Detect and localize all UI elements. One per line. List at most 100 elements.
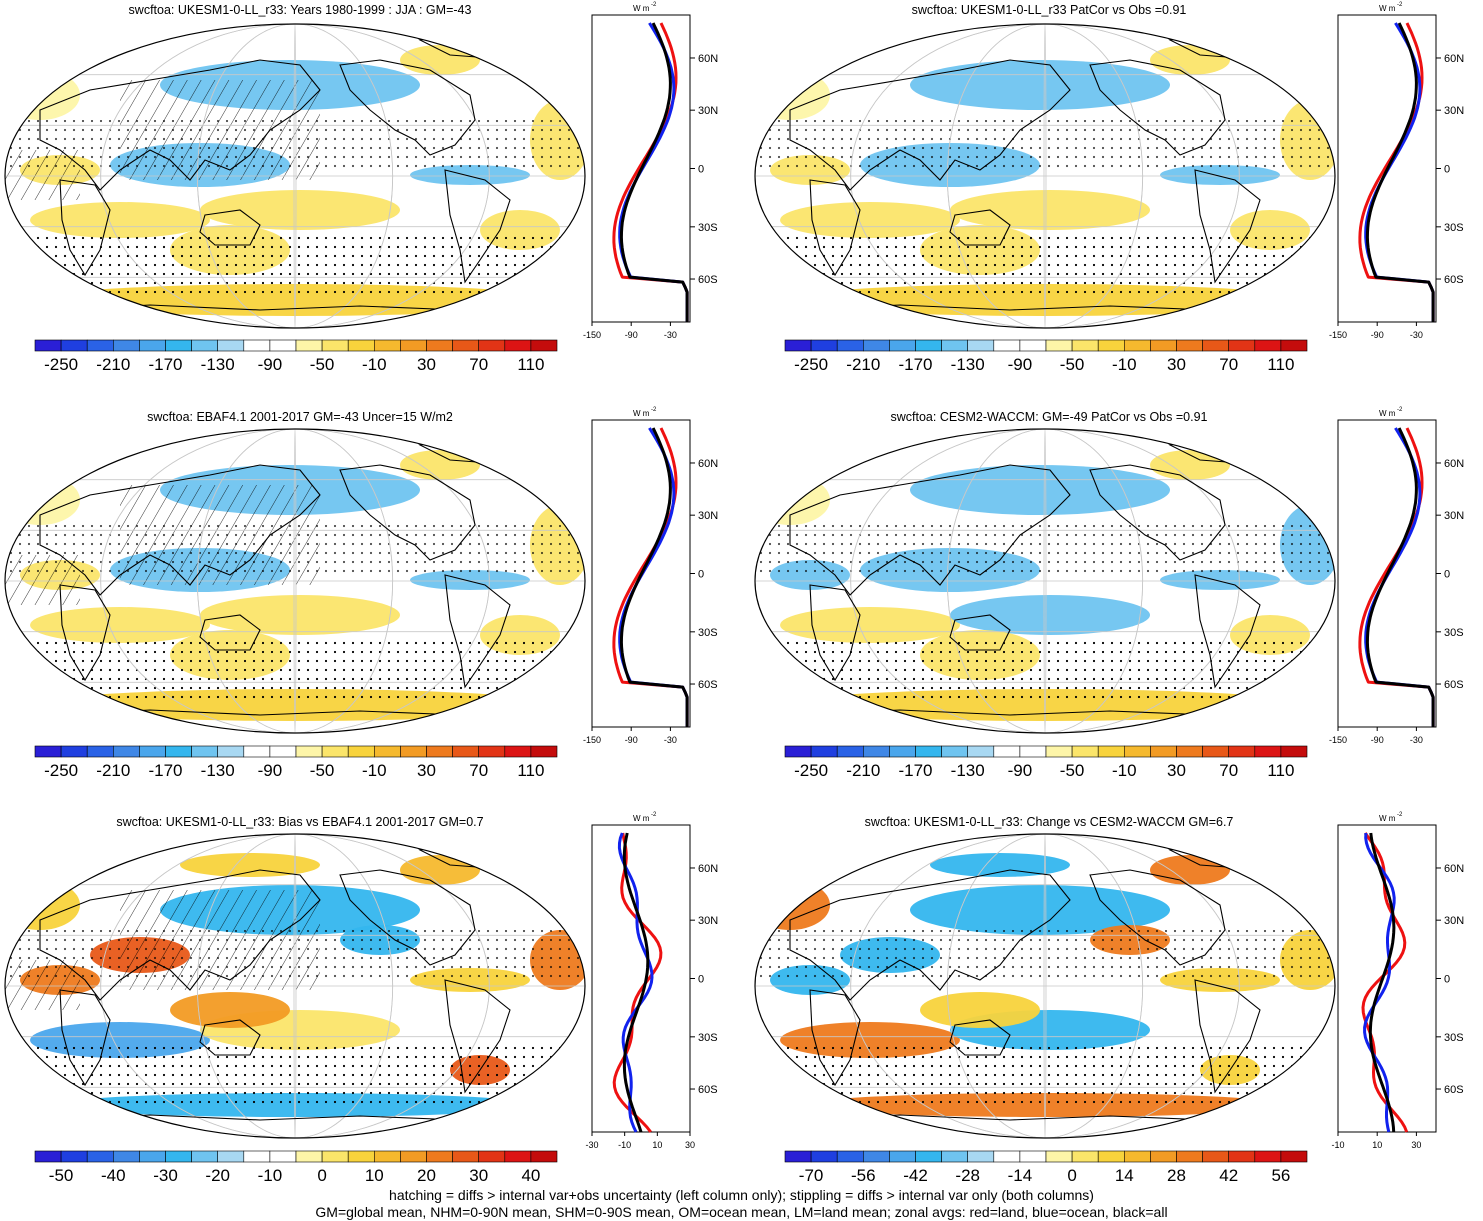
colorbar-swatch [810, 745, 838, 758]
colorbar-swatch [60, 1150, 88, 1163]
coastline [39, 869, 321, 1001]
coastline [1089, 869, 1226, 966]
colorbar-swatch [60, 745, 88, 758]
panel-title-6: swcftoa: UKESM1-0-LL_r33: Change vs CESM… [864, 815, 1234, 829]
colorbar-label: -50 [1060, 355, 1085, 374]
colorbar-swatch [993, 339, 1021, 352]
colorbar-label: -50 [310, 761, 335, 780]
colorbar-swatch [347, 339, 375, 352]
colorbar-label: -40 [101, 1166, 126, 1185]
colorbar-label: 40 [521, 1166, 540, 1185]
colorbar-label: 110 [517, 355, 544, 374]
colorbar-label: 110 [517, 761, 544, 780]
graticule-meridian [100, 24, 490, 328]
colorbar-swatch [295, 745, 323, 758]
graticule-meridian [850, 834, 1240, 1138]
colorbar-swatch [321, 1150, 349, 1163]
field-region [950, 190, 1150, 230]
field-region [910, 60, 1170, 110]
colorbar-label: -210 [96, 355, 130, 374]
colorbar-swatch [165, 1150, 192, 1163]
coastline [809, 989, 861, 1087]
colorbar-swatch [530, 339, 558, 352]
zonal-unit-label: W m [1379, 814, 1396, 823]
coastline [1194, 979, 1261, 1094]
zonal-ytick-label: 30N [698, 510, 718, 522]
field-region [910, 465, 1170, 515]
colorbar-4: -250 -210 -170 -130 -90 -50 -10 30 70 110 150 [784, 745, 1320, 780]
colorbar-swatch [243, 339, 271, 352]
colorbar-swatch [426, 339, 453, 352]
zonal-ytick-label: 30S [1444, 1032, 1464, 1044]
graticule-meridian [100, 834, 490, 1138]
colorbar-label: -30 [153, 1166, 178, 1185]
colorbar-swatch [1123, 339, 1151, 352]
colorbar-swatch [941, 1150, 969, 1163]
colorbar-label: -90 [1008, 761, 1033, 780]
colorbar-swatch [889, 745, 916, 758]
footer-line-1: hatching = diffs > internal var+obs unce… [389, 1187, 1094, 1203]
stipple-band-south [755, 235, 1335, 295]
zonal-curve [1368, 832, 1396, 1133]
map-border [754, 833, 1336, 1139]
zonal-ytick-label: 0 [1444, 569, 1450, 581]
zonal-ytick-label: 0 [698, 164, 704, 176]
colorbar-swatch [915, 745, 942, 758]
colorbar-swatch [452, 339, 480, 352]
colorbar-swatch [478, 339, 506, 352]
colorbar-label: 70 [1219, 355, 1238, 374]
colorbar-swatch [941, 745, 969, 758]
coastline [789, 464, 1071, 596]
coastline [949, 614, 1011, 651]
stipple-band-south [755, 1045, 1335, 1105]
map-field [5, 429, 585, 733]
colorbar-swatch [1254, 1150, 1282, 1163]
zonal-ytick-label: 60S [698, 274, 718, 286]
colorbar-swatch [863, 1150, 890, 1163]
field-region [180, 853, 320, 877]
map-panel-3 [4, 428, 586, 734]
colorbar-label: 30 [417, 761, 436, 780]
field-region [930, 853, 1070, 877]
colorbar-label: -250 [794, 761, 828, 780]
colorbar-swatch [34, 1150, 62, 1163]
colorbar-label: -250 [44, 355, 78, 374]
colorbar-label: -250 [44, 761, 78, 780]
zonal-unit-superscript: -2 [651, 812, 657, 818]
field-region [920, 992, 1040, 1028]
footer-line-2: GM=global mean, NHM=0-90N mean, SHM=0-90… [315, 1204, 1168, 1220]
hatch-region [120, 485, 320, 585]
stipple-band-tropics [755, 525, 1335, 575]
zonal-unit-label: W m [633, 409, 650, 418]
field-region [910, 885, 1170, 935]
colorbar-label: 42 [1219, 1166, 1238, 1185]
colorbar-swatch [269, 745, 297, 758]
colorbar-swatch [1202, 1150, 1230, 1163]
colorbar-label: 30 [1167, 355, 1186, 374]
zonal-xtick-label: -90 [1371, 735, 1384, 745]
colorbar-swatch [139, 339, 166, 352]
zonal-ytick-label: 60N [698, 53, 718, 65]
zonal-unit-label: W m [1379, 4, 1396, 13]
coastline [1089, 59, 1226, 156]
map-border [754, 23, 1336, 329]
colorbar-swatch [1045, 1150, 1073, 1163]
colorbar-swatch [1228, 339, 1256, 352]
field-region [30, 607, 210, 643]
colorbar-label: 56 [1271, 1166, 1290, 1185]
colorbar-label: 110 [1267, 761, 1294, 780]
graticule-meridian [850, 429, 1240, 733]
stipple-band-south [5, 235, 585, 295]
colorbar-swatch [86, 1150, 114, 1163]
colorbar-swatch [295, 339, 323, 352]
colorbar-label: -210 [846, 761, 880, 780]
zonal-curve [619, 22, 689, 322]
colorbar-swatch [1097, 339, 1125, 352]
colorbar-label: 30 [469, 1166, 488, 1185]
colorbar-label: -90 [1008, 355, 1033, 374]
colorbar-swatch [504, 1150, 532, 1163]
map-field [755, 834, 1335, 1138]
zonal-xtick-label: -150 [583, 735, 601, 745]
stipple-band-south [755, 640, 1335, 700]
zonal-ytick-label: 60S [698, 679, 718, 691]
